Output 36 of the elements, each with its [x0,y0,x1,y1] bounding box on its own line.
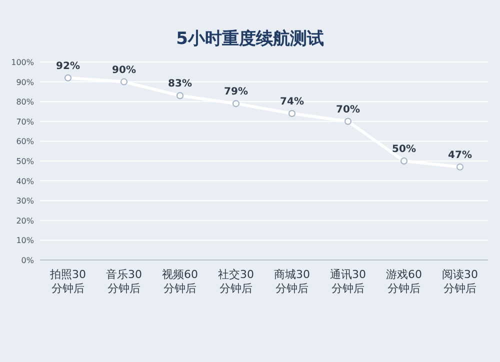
point [120,78,128,86]
x-tick-label: 商城30分钟后 [274,268,310,296]
point [232,100,240,108]
x-tick-label: 音乐30分钟后 [106,268,142,296]
x-tick-label: 视频60分钟后 [162,268,198,296]
y-tick-label: 70% [16,117,34,126]
data-label: 79% [224,86,248,98]
y-tick-label: 20% [16,216,34,226]
data-label: 50% [392,144,416,155]
y-tick-label: 80% [16,98,34,107]
data-label: 90% [112,64,136,76]
data-label: 70% [336,104,360,116]
data-label: 83% [168,78,192,90]
data-label: 74% [280,96,304,108]
data-label: 47% [448,150,472,161]
chart-title: 5小时重度续航测试 [176,29,324,49]
y-tick-label: 0% [21,256,34,265]
y-tick-label: 60% [16,137,34,146]
y-tick-label: 10% [16,236,34,246]
y-tick-label: 100% [11,58,34,67]
y-tick-label: 40% [16,176,34,186]
y-tick-label: 30% [16,196,34,206]
point [64,74,72,82]
x-tick-label: 拍照30分钟后 [50,268,86,296]
data-label: 92% [56,60,80,72]
point [456,163,464,170]
x-tick-label: 社交30分钟后 [218,268,254,296]
x-tick-label: 通讯30分钟后 [330,268,366,296]
y-tick-label: 50% [16,157,34,166]
x-tick-label: 阅读30分钟后 [442,268,478,296]
point [288,110,296,117]
point [400,158,408,164]
point [176,92,184,100]
y-tick-label: 90% [16,78,34,87]
x-tick-label: 游戏60分钟后 [386,268,422,296]
point [344,118,352,125]
